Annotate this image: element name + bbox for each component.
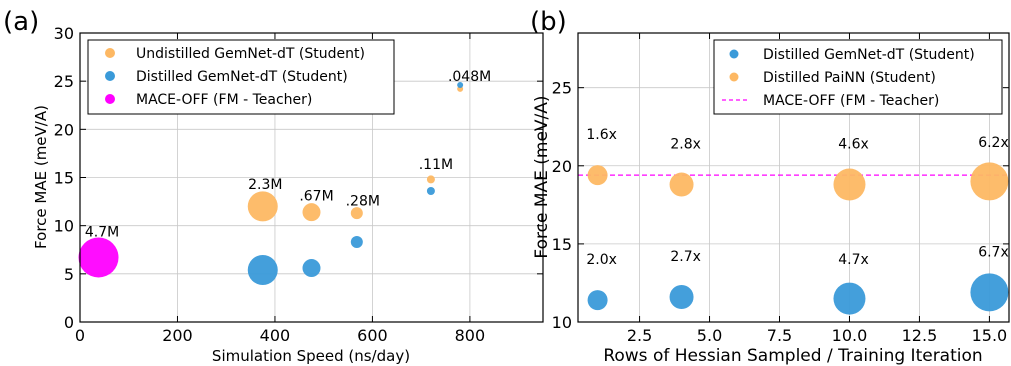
annotation-label: .67M [299,189,333,205]
scatter-point-series-1 [970,162,1009,201]
panel-b-legend: Distilled GemNet-dT (Student) Distilled … [713,39,1003,115]
legend-label-b-distilled-painn: Distilled PaiNN (Student) [763,70,936,86]
scatter-point-series-1 [350,236,363,249]
y-tick-label: 25 [54,72,74,91]
scatter-point-series-2 [78,237,119,278]
legend-marker-undistilled-gemnet [105,48,115,58]
x-tick-label: 5.0 [697,326,722,345]
scatter-point-series-0 [669,285,694,310]
x-tick-label: 600 [357,326,388,345]
legend-label-b-mace-off: MACE-OFF (FM - Teacher) [763,93,939,109]
x-tick-label: 800 [455,326,486,345]
annotation-label: .11M [419,157,453,173]
panel-a-points [78,82,464,285]
scatter-point-series-0 [302,203,321,222]
panel-b-points [587,162,1009,315]
x-tick-label: 400 [260,326,291,345]
scatter-point-series-1 [833,168,866,201]
annotation-label: 2.8x [670,137,701,153]
panel-a-legend: Undistilled GemNet-dT (Student) Distille… [87,39,395,115]
legend-marker-b-distilled-gemnet [729,49,739,59]
y-tick-label: 15 [552,235,572,254]
panel-b-label: (b) [530,7,567,37]
panel-b-annotations: 1.6x 2.8x 4.6x 6.2x 2.0x 2.7x 4.7x 6.7x [586,127,1008,268]
scatter-point-series-0 [426,175,435,184]
x-tick-label: 0 [75,326,85,345]
scatter-point-series-1 [457,82,464,89]
annotation-label: .28M [346,193,380,209]
y-tick-label: 10 [552,313,572,332]
legend-label-mace-off: MACE-OFF (FM - Teacher) [136,92,312,108]
scatter-point-series-1 [587,165,608,186]
scatter-point-series-0 [833,282,866,315]
y-tick-label: 25 [552,79,572,98]
y-tick-label: 20 [54,120,74,139]
annotation-label: 4.6x [838,137,869,153]
x-tick-label: 10.0 [832,326,868,345]
y-tick-label: 20 [552,157,572,176]
annotation-label: 4.7x [838,252,869,268]
panel-b: (b) 2.5 5.0 7.5 10.0 12.5 15.0 10 15 20 25 1.6x 2.… [530,7,1010,366]
annotation-label: 6.2x [978,135,1009,151]
x-tick-label: 200 [162,326,193,345]
y-tick-label: 15 [54,169,74,188]
annotation-label: 2.7x [670,249,701,265]
panel-b-legend-box [713,39,1003,115]
legend-label-undistilled-gemnet: Undistilled GemNet-dT (Student) [136,46,365,62]
scatter-point-series-1 [247,254,278,285]
x-tick-label: 12.5 [902,326,938,345]
annotation-label: 2.0x [586,252,617,268]
legend-label-b-distilled-gemnet: Distilled GemNet-dT (Student) [763,47,975,63]
annotation-label: 6.7x [978,244,1009,260]
panel-a-ylabel: Force MAE (meV/A) [32,105,50,249]
scatter-point-series-0 [970,273,1009,312]
legend-label-distilled-gemnet: Distilled GemNet-dT (Student) [136,69,348,85]
annotation-label: 1.6x [586,127,617,143]
panel-a-label: (a) [3,7,39,37]
legend-marker-b-distilled-painn [729,72,739,82]
annotation-label: .048M [448,69,491,85]
y-tick-label: 30 [54,24,74,43]
scatter-point-series-0 [350,207,363,220]
annotation-label: 4.7M [85,224,119,240]
legend-marker-mace-off [105,94,115,104]
y-tick-label: 10 [54,217,74,236]
panel-a-frame [79,32,544,323]
annotation-label: 2.3M [248,177,282,193]
y-tick-label: 5 [64,265,74,284]
scatter-point-series-1 [669,172,694,197]
legend-marker-distilled-gemnet [105,71,115,81]
panel-a-ticks: 0 200 400 600 800 0 5 10 15 20 25 30 [54,24,543,345]
scatter-point-series-1 [426,186,435,195]
panel-b-xlabel: Rows of Hessian Sampled / Training Itera… [603,346,982,366]
scatter-point-series-0 [587,290,608,311]
panel-b-ylabel: Force MAE (meV/A) [532,95,552,258]
panel-b-frame [577,32,1010,323]
y-tick-label: 0 [64,313,74,332]
x-tick-label: 7.5 [767,326,792,345]
panel-a-xlabel: Simulation Speed (ns/day) [212,347,410,365]
panel-a: (a) 0 200 400 600 800 0 5 10 15 20 25 30 4.7M 2.3M .6… [3,7,544,365]
scatter-point-series-0 [247,191,278,222]
x-tick-label: 2.5 [627,326,652,345]
x-tick-label: 15.0 [972,326,1008,345]
scatter-point-series-1 [302,259,321,278]
panel-a-legend-box [87,39,395,115]
panel-a-annotations: 4.7M 2.3M .67M .28M .11M .048M [85,69,491,240]
